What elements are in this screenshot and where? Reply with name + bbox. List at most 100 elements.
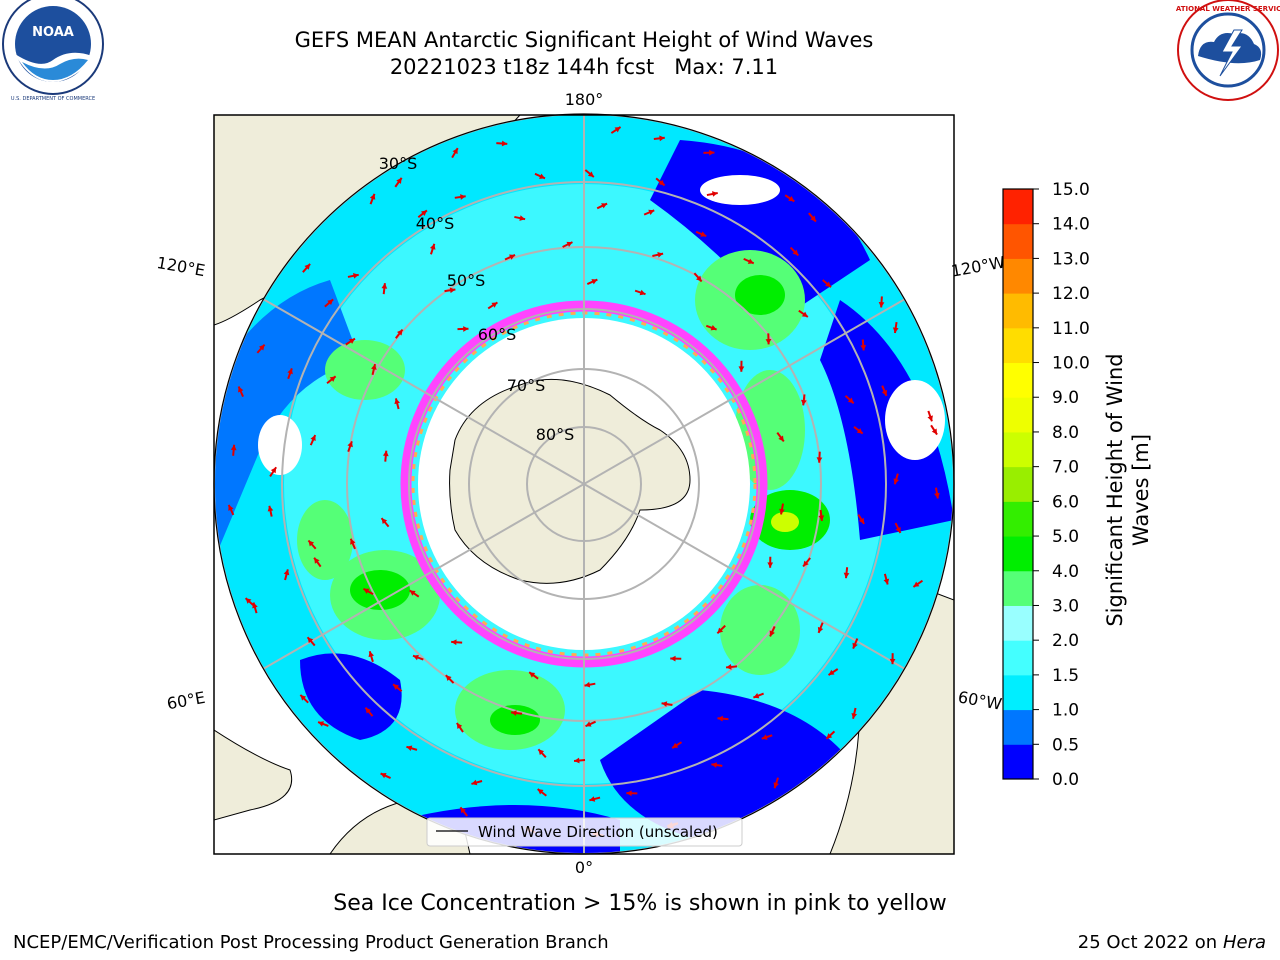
svg-text:NATIONAL WEATHER SERVICE: NATIONAL WEATHER SERVICE	[1176, 5, 1280, 13]
wave-arrow-head	[397, 329, 403, 336]
wave-arrow-head	[381, 518, 388, 525]
wave-arrow-head	[803, 560, 809, 567]
nws-logo: NATIONAL WEATHER SERVICE	[1176, 0, 1280, 101]
wave-arrow-head	[409, 590, 416, 596]
colorbar-tick-label: 10.0	[1052, 354, 1090, 374]
wave-arrow-head	[380, 773, 387, 779]
colorbar-segment	[1003, 605, 1033, 641]
wave-arrow-head	[913, 581, 920, 587]
footer-date-text: 25 Oct 2022 on	[1077, 932, 1223, 953]
footer-host: Hera	[1222, 932, 1266, 953]
wave-arrow-head	[456, 722, 463, 729]
wave-arrow-head	[308, 540, 315, 547]
wave-arrow-head	[626, 790, 632, 797]
wave-arrow-head	[696, 275, 702, 282]
colorbar-tick-label: 12.0	[1052, 284, 1090, 304]
colorbar-tick-label: 1.5	[1052, 666, 1079, 686]
wave-arrow-head	[445, 675, 452, 681]
wave-arrow-head	[371, 364, 377, 370]
colorbar-segment	[1003, 640, 1033, 676]
wave-arrow-head	[365, 707, 372, 714]
wave-arrow-head	[350, 538, 356, 545]
wave-arrow-head	[747, 258, 754, 264]
colorbar-tick-label: 9.0	[1052, 388, 1079, 408]
wave-arrow-head	[738, 366, 745, 372]
wave-arrow-head	[658, 179, 665, 186]
colorbar-segment	[1003, 293, 1033, 329]
lat-label-80s: 80°S	[536, 425, 575, 444]
wave-arrow-head	[396, 177, 402, 184]
lat-label-70s: 70°S	[507, 376, 546, 395]
wave-arrow-head	[893, 478, 900, 485]
wave-arrow-head	[878, 302, 885, 308]
colorbar-segment	[1003, 431, 1033, 468]
wave-arrow-head	[270, 467, 277, 474]
wave-arrow-head	[818, 515, 825, 521]
wave-arrow-head	[601, 203, 608, 209]
lon-label-180: 180°	[565, 90, 604, 109]
wave-arrow-head	[895, 526, 901, 533]
lat-label-60s: 60°S	[478, 325, 517, 344]
footer-date: 25 Oct 2022 on Hera	[1078, 932, 1266, 953]
wave-arrow-head	[585, 721, 592, 727]
wave-arrow-head	[711, 762, 718, 768]
map-subtitle: 20221023 t18z 144h fcst Max: 7.11	[389, 55, 779, 79]
colorbar-label-line1: Significant Height of Wind	[1103, 353, 1127, 627]
colorbar-tick-label: 3.0	[1052, 596, 1079, 616]
wave-arrow-head	[381, 283, 388, 289]
colorbar-tick-label: 13.0	[1052, 249, 1090, 269]
wave-arrow-head	[710, 325, 717, 331]
wave-field	[214, 114, 954, 854]
wave-arrow-head	[726, 664, 732, 670]
wave-arrow-head	[307, 637, 314, 644]
wave-arrow-head	[860, 344, 867, 351]
colorbar-segment	[1003, 674, 1033, 711]
wave-arrow-head	[883, 578, 890, 585]
wave-arrow-head	[566, 241, 573, 248]
legend-label: Wind Wave Direction (unscaled)	[478, 823, 718, 841]
colorbar-tick-label: 15.0	[1052, 180, 1090, 200]
antarctica-land	[449, 378, 691, 584]
lat-label-50s: 50°S	[447, 271, 486, 290]
wave-arrow-head	[449, 287, 456, 294]
wave-arrow-head	[258, 344, 265, 351]
wave-arrow-head	[847, 397, 854, 404]
wave-arrow-head	[252, 602, 258, 609]
wave-arrow-head	[451, 639, 457, 646]
wave-arrow-head	[639, 289, 646, 296]
noaa-logo-text: NOAA	[32, 25, 74, 40]
colorbar-tick-label: 0.5	[1052, 735, 1079, 755]
wave-arrow-head	[539, 173, 546, 179]
wave-arrow-head	[452, 148, 458, 155]
wave-arrow-head	[591, 279, 598, 285]
footer-branch: NCEP/EMC/Verification Post Processing Pr…	[13, 932, 609, 953]
wave-arrow-head	[314, 557, 320, 564]
colorbar-segment	[1003, 709, 1033, 745]
wave-arrow-head	[329, 376, 336, 382]
wave-arrow-head	[368, 651, 375, 658]
map-legend: Wind Wave Direction (unscaled)	[426, 817, 743, 847]
wave-arrow-head	[843, 572, 850, 579]
wave-arrow-head	[792, 249, 799, 256]
wave-arrow-head	[460, 807, 466, 814]
wave-arrow-head	[657, 251, 664, 258]
svg-text:U.S. DEPARTMENT OF COMMERCE: U.S. DEPARTMENT OF COMMERCE	[11, 96, 95, 102]
wave-arrow-head	[661, 701, 668, 707]
wave-arrow-head	[817, 626, 824, 633]
wave-arrow-head	[369, 193, 376, 200]
wave-arrow-head	[856, 428, 863, 434]
wave-arrow-head	[283, 569, 290, 576]
wave-arrow-head	[245, 598, 252, 604]
graticule	[214, 114, 954, 854]
wave-arrow-head	[892, 327, 899, 333]
wave-arrow-head	[670, 655, 676, 662]
wave-arrow-head	[300, 694, 307, 701]
wave-arrow-head	[538, 749, 545, 756]
wave-arrow-head	[304, 263, 311, 270]
map-frame	[213, 114, 955, 855]
colorbar-segment	[1003, 327, 1033, 364]
colorbar-segment	[1003, 223, 1033, 259]
wave-arrow-head	[778, 435, 784, 442]
noaa-logo: NOAA U.S. DEPARTMENT OF COMMERCE	[2, 0, 104, 102]
